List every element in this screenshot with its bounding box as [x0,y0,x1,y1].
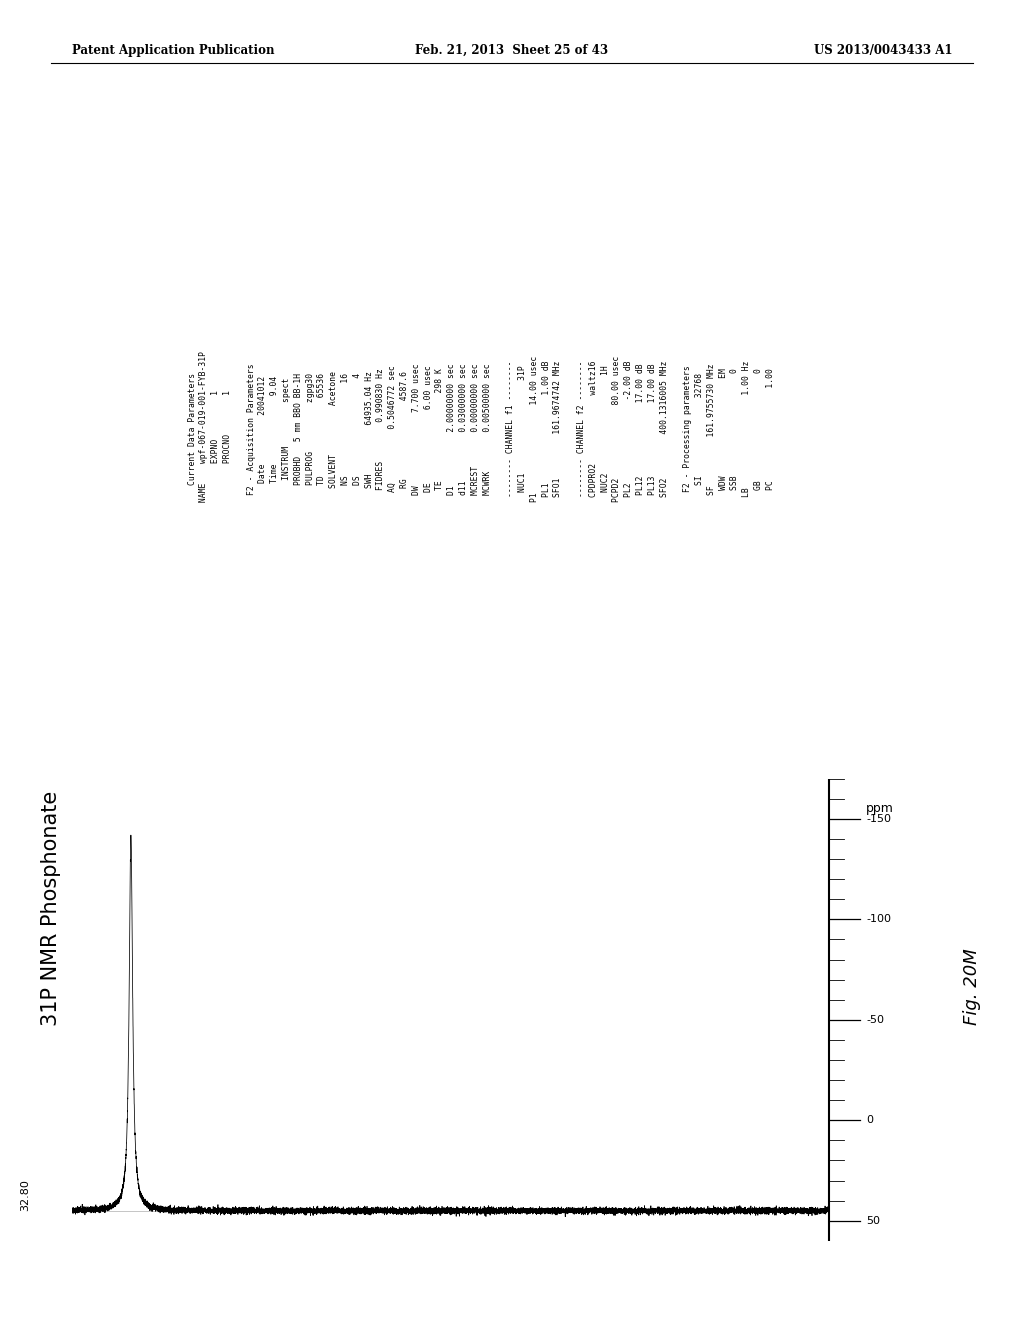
Text: 32.80: 32.80 [20,1179,31,1210]
Text: Current Data Parameters
 NAME    wpf-067-019-001-FYB-31P
 EXPNO         1
 PROCN: Current Data Parameters NAME wpf-067-019… [187,351,775,507]
Text: -50: -50 [866,1015,885,1024]
Text: 50: 50 [866,1216,881,1226]
Text: 31P NMR Phosphonate: 31P NMR Phosphonate [41,791,61,1026]
Text: Fig. 20M: Fig. 20M [963,948,981,1026]
Text: ppm: ppm [866,803,894,816]
Text: Feb. 21, 2013  Sheet 25 of 43: Feb. 21, 2013 Sheet 25 of 43 [416,44,608,57]
Text: Patent Application Publication: Patent Application Publication [72,44,274,57]
Text: -100: -100 [866,915,891,924]
Text: 0: 0 [866,1115,873,1125]
Text: US 2013/0043433 A1: US 2013/0043433 A1 [814,44,952,57]
Text: -150: -150 [866,814,891,824]
